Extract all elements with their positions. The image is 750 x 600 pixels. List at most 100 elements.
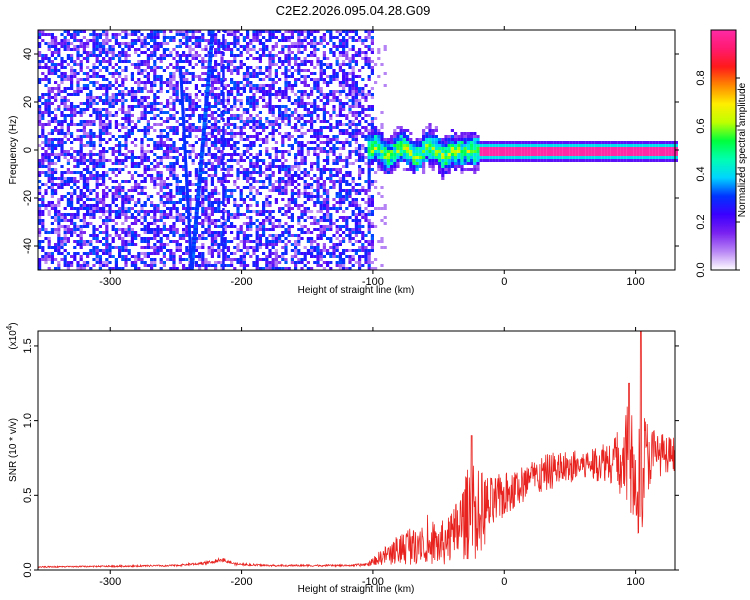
spectrogram-cell	[178, 213, 182, 216]
spectrogram-cell	[310, 33, 314, 36]
spectrogram-cell	[111, 153, 115, 156]
spectrogram-cell	[70, 156, 74, 159]
spectrogram-cell	[358, 114, 362, 117]
spectrogram-cell	[127, 156, 131, 159]
spectrogram-cell	[348, 192, 352, 195]
spectrogram-cell	[316, 84, 320, 87]
spectrogram-cell	[150, 210, 154, 213]
spectrogram-cell	[210, 162, 214, 165]
spectrogram-cell	[162, 57, 166, 60]
spectrogram-cell	[214, 201, 218, 204]
spectrogram-cell	[290, 216, 294, 219]
spectrogram-cell	[57, 177, 61, 180]
spectrogram-cell	[63, 117, 67, 120]
spectrogram-cell	[207, 39, 211, 42]
spectrogram-cell	[57, 54, 61, 57]
spectrogram-cell	[162, 234, 166, 237]
spectrogram-cell	[358, 240, 362, 243]
spectrogram-cell	[162, 120, 166, 123]
spectrogram-cell	[121, 195, 125, 198]
spectrogram-cell	[338, 129, 342, 132]
spectrogram-cell	[358, 168, 362, 171]
spectrogram-cell	[60, 183, 64, 186]
spectrogram-cell	[134, 261, 138, 264]
spectrogram-cell	[108, 234, 112, 237]
spectrogram-cell	[287, 165, 291, 168]
spectrogram-cell	[73, 225, 77, 228]
spectrogram-cell	[326, 210, 330, 213]
spectrogram-cell	[345, 45, 349, 48]
spectrogram-cell	[169, 252, 173, 255]
spectrogram-cell	[249, 162, 253, 165]
spectrogram-cell	[258, 48, 262, 51]
spectrogram-cell	[86, 45, 90, 48]
spectrogram-cell	[329, 138, 333, 141]
spectrogram-cell	[316, 228, 320, 231]
spectrogram-cell	[287, 207, 291, 210]
spectrogram-cell	[146, 156, 150, 159]
spectrogram-cell	[44, 111, 48, 114]
spectrogram-cell	[143, 129, 147, 132]
spectrogram-cell	[332, 69, 336, 72]
spectrogram-cell	[335, 123, 339, 126]
spectrogram-cell	[348, 60, 352, 63]
spectrogram-cell	[236, 210, 240, 213]
spectrogram-cell	[217, 42, 221, 45]
spectrogram-cell	[258, 237, 262, 240]
spectrogram-cell	[172, 195, 176, 198]
spectrogram-cell	[140, 90, 144, 93]
spectrogram-cell	[105, 237, 109, 240]
spectrogram-cell	[162, 213, 166, 216]
spectrogram-cell	[281, 138, 285, 141]
spectrogram-cell	[140, 222, 144, 225]
spectrogram-cell	[322, 165, 326, 168]
spectrogram-cell	[348, 171, 352, 174]
spectrogram-cell	[166, 117, 170, 120]
spectrogram-cell	[226, 249, 230, 252]
spectrogram-cell	[226, 144, 230, 147]
spectrogram-cell	[54, 36, 58, 39]
spectrogram-cell	[313, 174, 317, 177]
spectrogram-cell	[329, 63, 333, 66]
spectrogram-cell	[207, 147, 211, 150]
spectrogram-cell	[153, 39, 157, 42]
spectrogram-cell	[105, 132, 109, 135]
spectrogram-cell	[249, 165, 253, 168]
spectrogram-cell	[66, 213, 70, 216]
spectrogram-cell	[374, 81, 378, 84]
spectrogram-cell	[233, 54, 237, 57]
spectrogram-cell	[127, 195, 131, 198]
spectrogram-cell	[166, 99, 170, 102]
spectrogram-cell	[233, 144, 237, 147]
spectrogram-cell	[351, 231, 355, 234]
spectrogram-cell	[348, 204, 352, 207]
spectrogram-cell	[178, 243, 182, 246]
spectrogram-cell	[233, 180, 237, 183]
spectrogram-cell	[271, 252, 275, 255]
spectrogram-cell	[383, 162, 387, 165]
spectrogram-cell	[108, 177, 112, 180]
spectrogram-cell	[108, 138, 112, 141]
spectrogram-cell	[342, 63, 346, 66]
spectrogram-cell	[156, 75, 160, 78]
spectrogram-cell	[178, 99, 182, 102]
spectrogram-cell	[169, 126, 173, 129]
spectrogram-cell	[172, 114, 176, 117]
spectrogram-cell	[124, 231, 128, 234]
spectrogram-cell	[338, 258, 342, 261]
spectrogram-cell	[326, 156, 330, 159]
spectrogram-cell	[162, 69, 166, 72]
spectrogram-cell	[258, 171, 262, 174]
spectrogram-cell	[246, 57, 250, 60]
spectrogram-cell	[274, 123, 278, 126]
spectrogram-cell	[60, 141, 64, 144]
spectrogram-cell	[358, 249, 362, 252]
spectrogram-cell	[124, 201, 128, 204]
spectrogram-cell	[354, 87, 358, 90]
spectrogram-cell	[306, 54, 310, 57]
spectrogram-cell	[217, 102, 221, 105]
spectrogram-cell	[310, 105, 314, 108]
spectrogram-cell	[175, 45, 179, 48]
spectrogram-cell	[319, 36, 323, 39]
spectrogram-cell	[345, 189, 349, 192]
